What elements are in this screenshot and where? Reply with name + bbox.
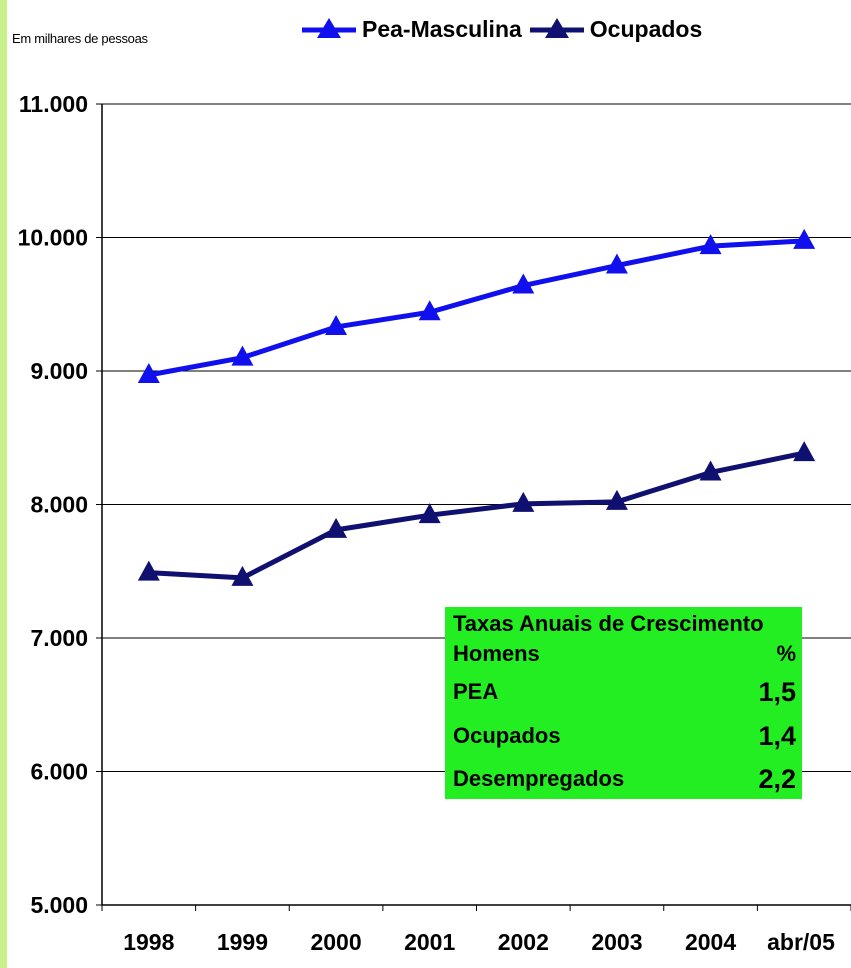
growth-row-ocupados: Ocupados 1,4 bbox=[453, 719, 796, 753]
data-point-marker bbox=[418, 503, 441, 524]
axes bbox=[96, 103, 851, 911]
x-tick-label: 2001 bbox=[404, 929, 455, 955]
data-point-marker bbox=[418, 300, 441, 321]
unit-note: Em milhares de pessoas bbox=[12, 31, 148, 46]
left-accent-strip bbox=[0, 0, 7, 968]
x-tick-label: 2004 bbox=[685, 929, 736, 955]
y-tick-label: 7.000 bbox=[30, 625, 88, 651]
series-line bbox=[148, 238, 805, 378]
x-tick-label: 1999 bbox=[217, 929, 268, 955]
y-tick-label: 5.000 bbox=[30, 892, 88, 918]
data-point-marker bbox=[793, 441, 816, 462]
data-point-marker bbox=[699, 234, 722, 255]
data-point-marker bbox=[793, 228, 816, 249]
y-tick-label: 10.000 bbox=[18, 225, 88, 251]
data-point-marker bbox=[231, 345, 254, 366]
y-tick-label: 6.000 bbox=[30, 759, 88, 785]
data-point-marker bbox=[325, 517, 348, 538]
data-point-marker bbox=[231, 565, 254, 586]
y-tick-label: 8.000 bbox=[30, 492, 88, 518]
y-tick-labels: 5.000 6.000 7.000 8.000 9.000 10.000 11.000 bbox=[18, 91, 88, 918]
legend-swatch-ocupados-icon bbox=[529, 18, 584, 38]
series bbox=[137, 228, 816, 586]
x-tick-label: abr/05 bbox=[767, 929, 835, 955]
data-point-marker bbox=[512, 273, 535, 294]
growth-header-row: Homens % bbox=[453, 637, 796, 671]
data-point-marker bbox=[512, 491, 535, 512]
legend-item-pea-masculina: Pea-Masculina bbox=[300, 16, 522, 43]
legend-swatch-pea-masculina-icon bbox=[302, 18, 356, 38]
data-point-marker bbox=[699, 460, 722, 481]
legend-label-pea-masculina: Pea-Masculina bbox=[362, 15, 522, 42]
legend-label-ocupados: Ocupados bbox=[589, 15, 703, 42]
data-point-marker bbox=[325, 314, 348, 335]
legend-item-ocupados: Ocupados bbox=[528, 16, 702, 43]
growth-rates-box: Taxas Anuais de Crescimento Homens % PEA… bbox=[445, 607, 802, 799]
x-tick-label: 1998 bbox=[123, 929, 174, 955]
series-line bbox=[148, 450, 805, 581]
data-point-marker bbox=[137, 560, 160, 581]
x-tick-label: 2003 bbox=[591, 929, 642, 955]
growth-header-label: Homens bbox=[453, 641, 540, 666]
x-tick-label: 2002 bbox=[498, 929, 549, 955]
growth-row-label: PEA bbox=[453, 679, 499, 704]
y-tick-label: 11.000 bbox=[19, 91, 88, 117]
growth-row-value: 2,2 bbox=[758, 763, 796, 794]
growth-row-label: Desempregados bbox=[453, 766, 625, 791]
growth-row-value: 1,5 bbox=[758, 676, 796, 707]
legend: Pea-Masculina Ocupados bbox=[300, 14, 708, 44]
y-tick-label: 9.000 bbox=[30, 358, 88, 384]
data-point-marker bbox=[605, 253, 628, 274]
growth-row-label: Ocupados bbox=[453, 723, 561, 748]
growth-row-pea: PEA 1,5 bbox=[453, 675, 796, 709]
growth-header-value: % bbox=[776, 641, 796, 666]
x-tick-labels: 1998 1999 2000 2001 2002 2003 2004 abr/05 bbox=[123, 929, 835, 955]
growth-row-value: 1,4 bbox=[758, 720, 796, 751]
growth-rates-title: Taxas Anuais de Crescimento bbox=[453, 611, 764, 636]
growth-row-desempregados: Desempregados 2,2 bbox=[453, 762, 796, 796]
data-point-marker bbox=[137, 363, 160, 384]
data-point-marker bbox=[605, 489, 628, 510]
x-tick-label: 2000 bbox=[310, 929, 361, 955]
